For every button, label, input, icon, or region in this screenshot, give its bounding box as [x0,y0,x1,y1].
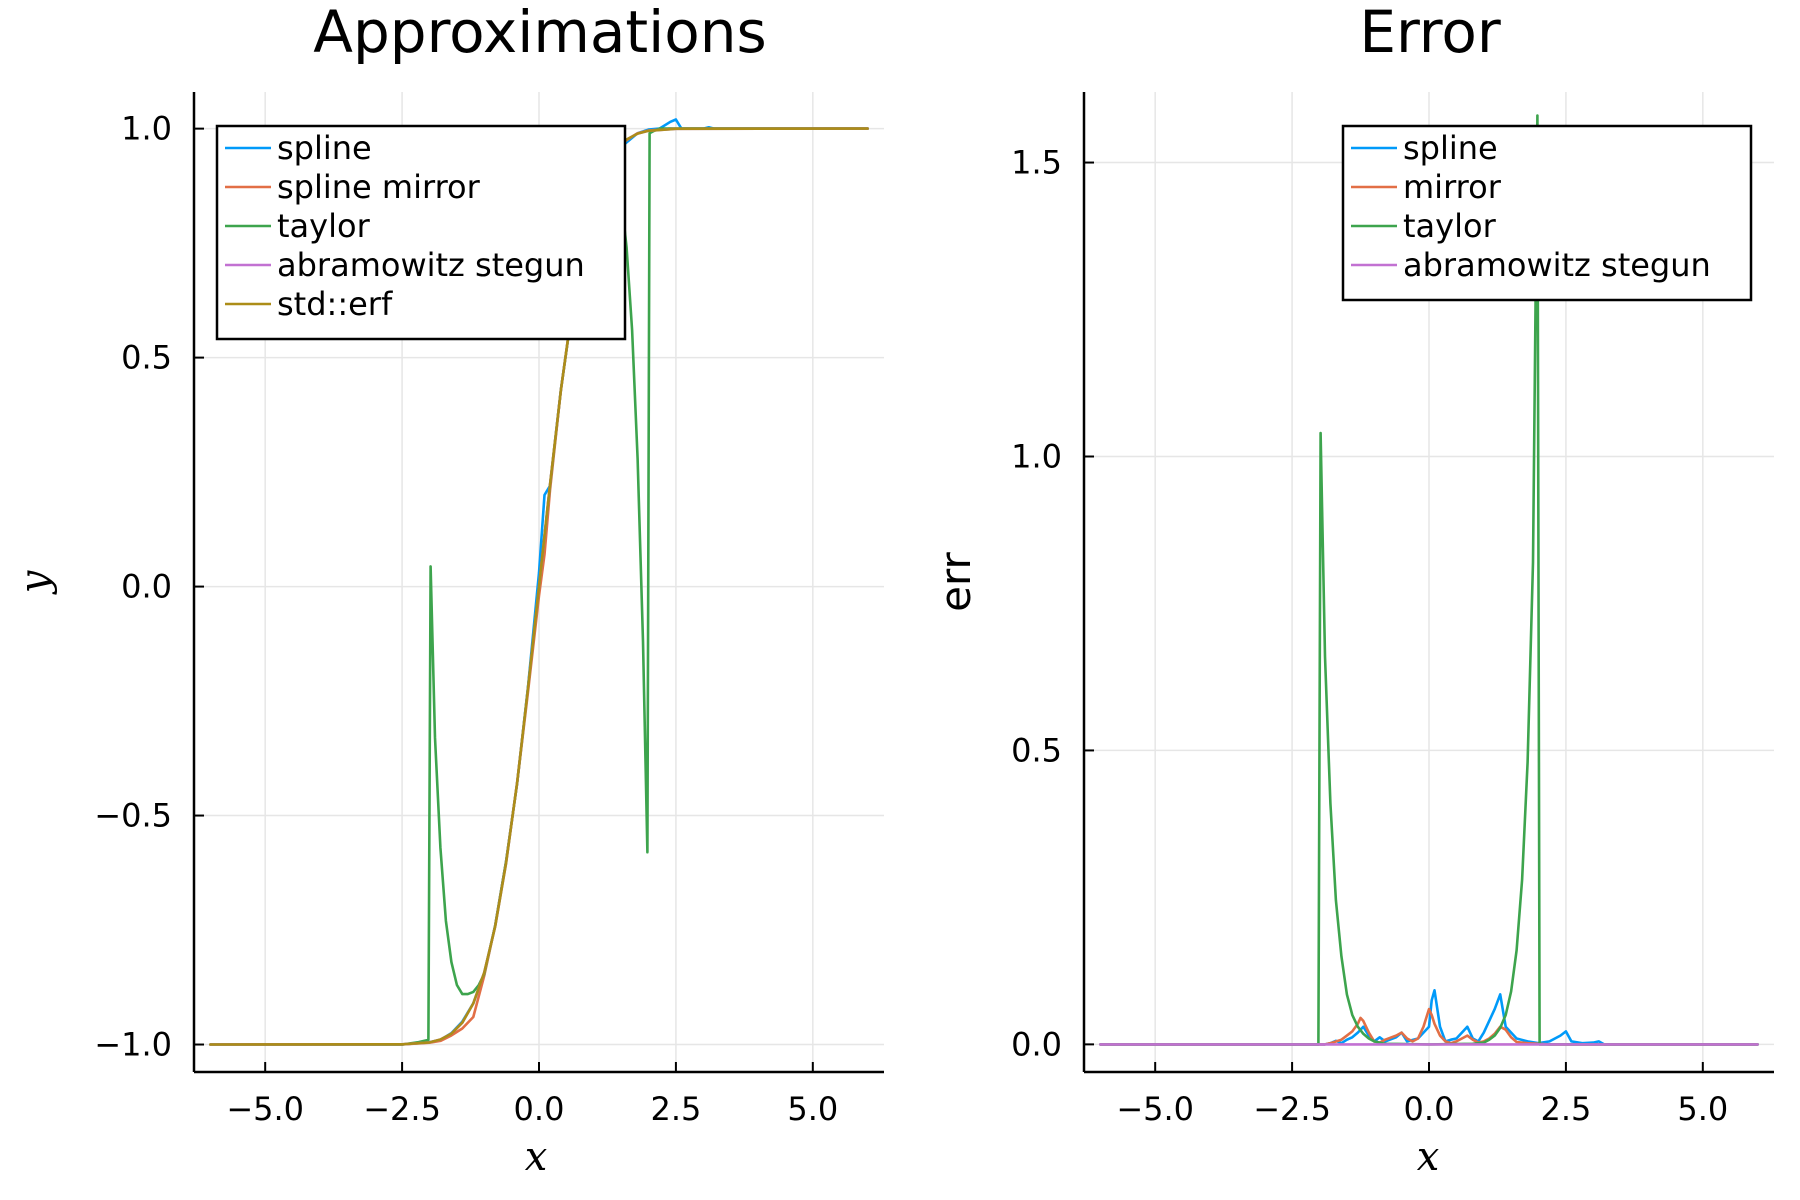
approximations-legend-label-spline-mirror: spline mirror [277,168,481,206]
error-panel: −5.0 −2.5 0.0 2.5 5.0 0.0 0.5 1.0 1.5 Error x er… [931,0,1774,1180]
approximations-y-axis-label: y [12,569,58,595]
error-y-tick-label: 0.0 [1011,1025,1062,1063]
error-y-tick-label: 0.5 [1011,731,1062,769]
error-legend-label-taylor: taylor [1403,207,1497,245]
error-series-mirror [1099,1007,1759,1046]
approximations-y-tick-label: 0.0 [121,568,172,606]
approximations-x-tick-label: 5.0 [787,1090,838,1128]
error-y-axis-label: err [931,551,980,611]
error-legend-label-mirror: mirror [1403,168,1502,206]
approximations-y-tick-label: −0.5 [94,797,172,835]
approximations-series-std-erf [209,127,869,1046]
approximations-y-tick-label: 1.0 [121,110,172,148]
approximations-x-tick-label: −2.5 [363,1090,441,1128]
approximations-title: Approximations [313,0,766,66]
approximations-x-tick-label: −5.0 [226,1090,304,1128]
approximations-x-axis-label: x [525,1134,548,1180]
error-title: Error [1359,0,1501,66]
error-legend-label-spline: spline [1403,129,1498,167]
error-x-tick-label: 2.5 [1540,1090,1591,1128]
error-x-tick-label: 5.0 [1677,1090,1728,1128]
approximations-x-tick-label: 0.0 [514,1090,565,1128]
approximations-panel: −5.0 −2.5 0.0 2.5 5.0 −1.0 −0.5 0.0 0.5 1.0 Appro… [12,0,884,1180]
approximations-legend-label-abramowitz-stegun: abramowitz stegun [277,246,585,284]
approximations-y-tick-label: −1.0 [94,1026,172,1064]
approximations-x-tick-label: 2.5 [650,1090,701,1128]
error-x-tick-label: −2.5 [1253,1090,1331,1128]
approximations-legend-label-spline: spline [277,129,372,167]
error-legend-label-abramowitz-stegun: abramowitz stegun [1403,246,1711,284]
error-y-tick-label: 1.0 [1011,437,1062,475]
approximations-legend-label-taylor: taylor [277,207,371,245]
error-x-tick-label: 0.0 [1404,1090,1455,1128]
approximations-legend-label-std-erf: std::erf [277,285,393,323]
error-x-tick-label: −5.0 [1116,1090,1194,1128]
error-y-tick-label: 1.5 [1011,144,1062,182]
approximations-legend-box [215,124,627,341]
approximations-y-tick-label: 0.5 [121,339,172,377]
error-x-axis-label: x [1417,1134,1440,1180]
error-legend-box [1341,124,1753,302]
